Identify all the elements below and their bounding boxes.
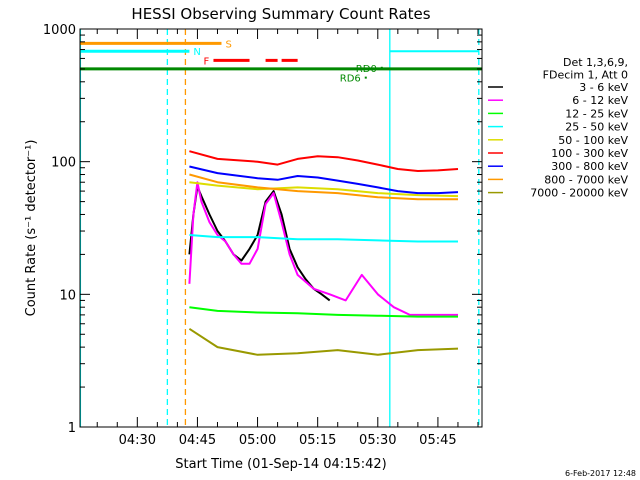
chart-title: HESSI Observing Summary Count Rates — [131, 5, 430, 23]
legend-header: FDecim 1, Att 0 — [543, 69, 628, 82]
flag-label: F — [203, 56, 209, 67]
x-axis: 04:30 04:45 05:00 05:15 05:30 05:45 — [96, 29, 479, 448]
series-line — [188, 185, 331, 302]
series-lines — [188, 150, 459, 356]
plot-frame — [79, 28, 483, 428]
series-line — [189, 165, 459, 195]
series-line — [189, 181, 459, 198]
annotation-marker — [380, 66, 383, 69]
series-line — [189, 150, 459, 172]
y-tick-label: 10 — [59, 288, 76, 303]
legend-entry: 300 - 800 keV — [551, 160, 628, 173]
vertical-markers — [79, 29, 480, 427]
annotation-marker — [364, 76, 367, 79]
series-line — [188, 181, 458, 316]
x-tick-label: 04:30 — [119, 433, 156, 448]
flag-bars: S NF — [80, 39, 482, 71]
legend-header: Det 1,3,6,9, — [563, 56, 628, 69]
legend-entry: 800 - 7000 keV — [544, 173, 628, 186]
y-axis: 1 10 100 1000 — [43, 23, 482, 436]
y-tick-label: 1 — [68, 421, 76, 436]
x-tick-label: 05:30 — [359, 433, 396, 448]
annotation-label: RD6 — [340, 74, 361, 85]
series-line — [189, 234, 458, 243]
x-tick-label: 05:00 — [239, 433, 276, 448]
flag-label: S — [225, 39, 231, 50]
series-line — [188, 327, 459, 356]
y-axis-label: Count Rate (s⁻¹ detector⁻¹) — [24, 140, 39, 317]
flag-label: N — [193, 47, 200, 58]
y-tick-label: 100 — [51, 156, 76, 171]
x-axis-label: Start Time (01-Sep-14 04:15:42) — [175, 457, 386, 472]
legend-entry: 12 - 25 keV — [565, 107, 628, 120]
annotation-label: RD0 — [356, 64, 377, 75]
footer-date: 6-Feb-2017 12:48 — [565, 469, 636, 478]
legend-entry: 25 - 50 keV — [565, 121, 628, 134]
legend-entry: 7000 - 20000 keV — [530, 187, 628, 200]
series-line — [189, 173, 458, 201]
x-tick-label: 05:45 — [419, 433, 456, 448]
legend-entry: 3 - 6 keV — [579, 81, 628, 94]
y-tick-label: 1000 — [43, 23, 76, 38]
x-tick-label: 04:45 — [179, 433, 216, 448]
legend-entry: 100 - 300 keV — [551, 147, 628, 160]
legend-entry: 6 - 12 keV — [572, 94, 628, 107]
series-line — [189, 306, 458, 318]
x-tick-label: 05:15 — [299, 433, 336, 448]
legend-entry: 50 - 100 keV — [558, 134, 628, 147]
